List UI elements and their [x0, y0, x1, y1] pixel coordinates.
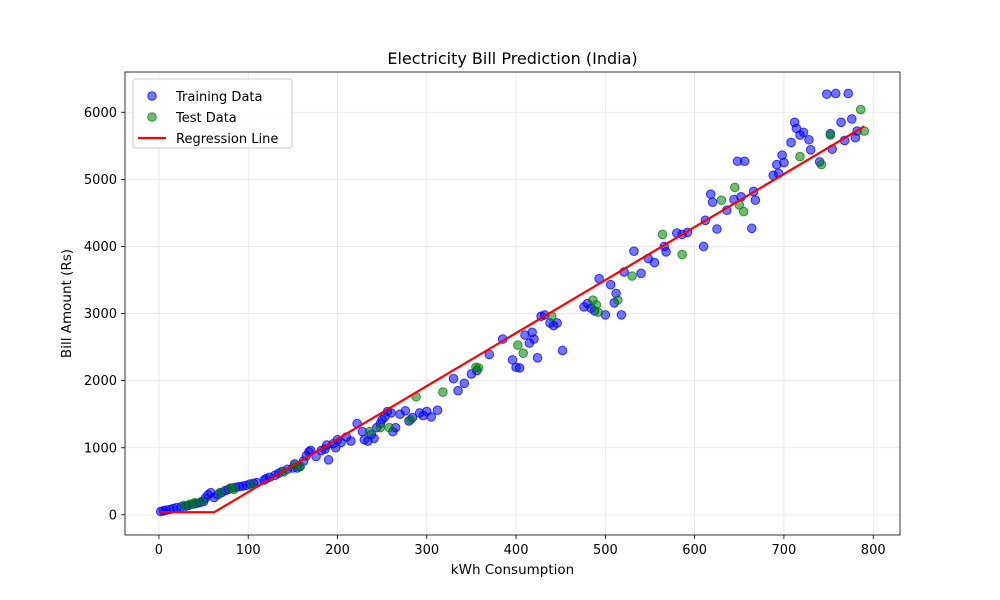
training-point — [453, 385, 463, 396]
x-tick-label: 300 — [414, 543, 439, 558]
training-point — [459, 378, 470, 389]
test-point — [795, 151, 805, 162]
training-point — [649, 257, 660, 268]
test-point — [657, 229, 668, 240]
x-tick-label: 700 — [772, 543, 797, 558]
plot-data — [155, 88, 870, 517]
x-axis-label: kWh Consumption — [451, 562, 574, 578]
training-point — [846, 114, 857, 124]
training-point — [426, 412, 437, 422]
plot-frame — [124, 71, 901, 536]
training-point — [739, 156, 750, 167]
y-tick-label: 2000 — [84, 374, 117, 389]
training-point — [323, 455, 334, 465]
training-point — [448, 373, 459, 384]
training-point — [400, 406, 411, 416]
training-point — [629, 246, 639, 256]
legend-regression-label: Regression Line — [176, 132, 278, 147]
legend-training-marker — [147, 91, 157, 101]
training-point — [705, 189, 716, 199]
legend: Training Data Test Data Regression Line — [132, 78, 293, 149]
y-tick-label: 5000 — [84, 173, 117, 188]
training-point — [836, 117, 846, 128]
training-point — [514, 363, 525, 373]
training-point — [804, 134, 814, 145]
test-point — [825, 130, 836, 140]
x-tick-label: 600 — [682, 543, 707, 558]
test-point — [738, 206, 749, 217]
y-tick-label: 0 — [109, 508, 117, 523]
test-point — [364, 426, 375, 437]
training-point — [779, 157, 789, 168]
test-point — [816, 159, 827, 170]
training-point — [843, 88, 854, 99]
legend-training-label: Training Data — [175, 90, 262, 105]
x-tick-label: 0 — [155, 543, 163, 558]
x-tick-label: 800 — [861, 543, 886, 558]
test-point — [716, 195, 727, 205]
legend-test-marker — [147, 112, 157, 122]
training-point — [432, 405, 443, 415]
training-point — [532, 353, 543, 363]
x-tick-label: 500 — [593, 543, 618, 558]
test-point — [677, 249, 687, 260]
training-point — [750, 195, 761, 205]
training-point — [707, 197, 718, 207]
training-point — [616, 310, 627, 320]
training-point — [661, 247, 671, 257]
test-point — [438, 387, 448, 397]
training-point — [529, 334, 539, 344]
grid — [125, 72, 900, 535]
axis-ticks: 0 100 200 300 400 500 600 700 800 0 1000 2000 3000 40… — [84, 106, 886, 558]
x-tick-label: 200 — [325, 543, 350, 558]
legend-test-label: Test Data — [175, 111, 237, 126]
regression-line — [158, 125, 865, 514]
y-tick-label: 1000 — [84, 441, 117, 456]
test-point — [473, 363, 484, 373]
training-point — [805, 145, 816, 155]
legend-box — [132, 78, 293, 149]
training-point — [386, 408, 396, 418]
test-point — [384, 422, 395, 433]
y-tick-label: 6000 — [84, 106, 117, 121]
x-tick-label: 400 — [504, 543, 529, 558]
y-tick-label: 4000 — [84, 240, 117, 255]
training-point — [746, 223, 757, 234]
y-tick-label: 3000 — [84, 307, 117, 322]
training-point — [346, 436, 356, 446]
x-tick-label: 100 — [236, 543, 261, 558]
chart-title: Electricity Bill Prediction (India) — [387, 49, 637, 68]
test-point — [405, 414, 416, 425]
training-point — [605, 279, 616, 290]
test-point — [375, 422, 386, 433]
training-point — [786, 137, 796, 148]
training-point — [798, 127, 809, 138]
training-point — [552, 318, 562, 328]
training-point — [712, 224, 722, 234]
test-point — [613, 295, 623, 305]
training-point — [830, 88, 841, 99]
test-point — [855, 104, 866, 115]
training-point — [369, 433, 379, 444]
test-point — [518, 348, 529, 358]
test-point — [513, 340, 523, 350]
test-point — [730, 182, 740, 193]
test-point — [214, 487, 225, 498]
training-point — [698, 241, 709, 252]
test-point — [593, 307, 604, 318]
test-point — [196, 496, 207, 507]
training-point — [821, 89, 832, 99]
test-point — [229, 484, 239, 495]
training-point — [636, 268, 646, 279]
y-axis-label: Bill Amount (Rs) — [59, 249, 75, 358]
test-point — [627, 271, 637, 281]
training-point — [557, 345, 568, 356]
